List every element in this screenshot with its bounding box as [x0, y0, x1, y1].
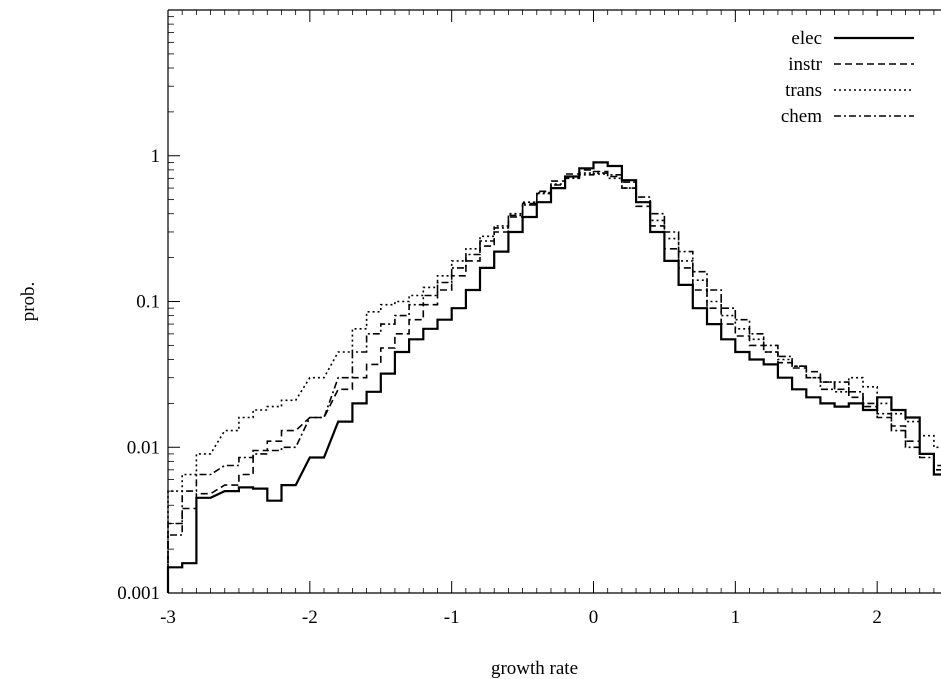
- x-tick-label: 2: [872, 607, 882, 628]
- legend-label-instr: instr: [788, 54, 822, 75]
- legend-background: [748, 16, 928, 128]
- x-axis-label: growth rate: [491, 658, 578, 679]
- legend-label-chem: chem: [781, 106, 822, 127]
- legend-label-elec: elec: [791, 28, 822, 49]
- x-tick-label: -2: [302, 607, 318, 628]
- x-tick-label: 1: [731, 607, 741, 628]
- legend: elec instr trans chem: [748, 16, 928, 128]
- y-tick-label: 0.001: [117, 583, 160, 604]
- series-layer: [166, 161, 941, 593]
- y-tick-label: 1: [151, 146, 161, 167]
- legend-label-trans: trans: [785, 80, 822, 101]
- series-line-chem: [167, 172, 941, 593]
- x-tick-label: -1: [444, 607, 460, 628]
- y-tick-label: 0.01: [127, 437, 160, 458]
- x-tick-label: -3: [160, 607, 176, 628]
- y-axis-label: prob.: [18, 282, 39, 322]
- axis-ticks: -3 -2 -1 0 1 2 0.001 0.01 0.1 1: [117, 10, 935, 628]
- series-line-trans: [167, 172, 941, 593]
- x-tick-label: 0: [589, 607, 599, 628]
- y-tick-label: 0.1: [136, 292, 160, 313]
